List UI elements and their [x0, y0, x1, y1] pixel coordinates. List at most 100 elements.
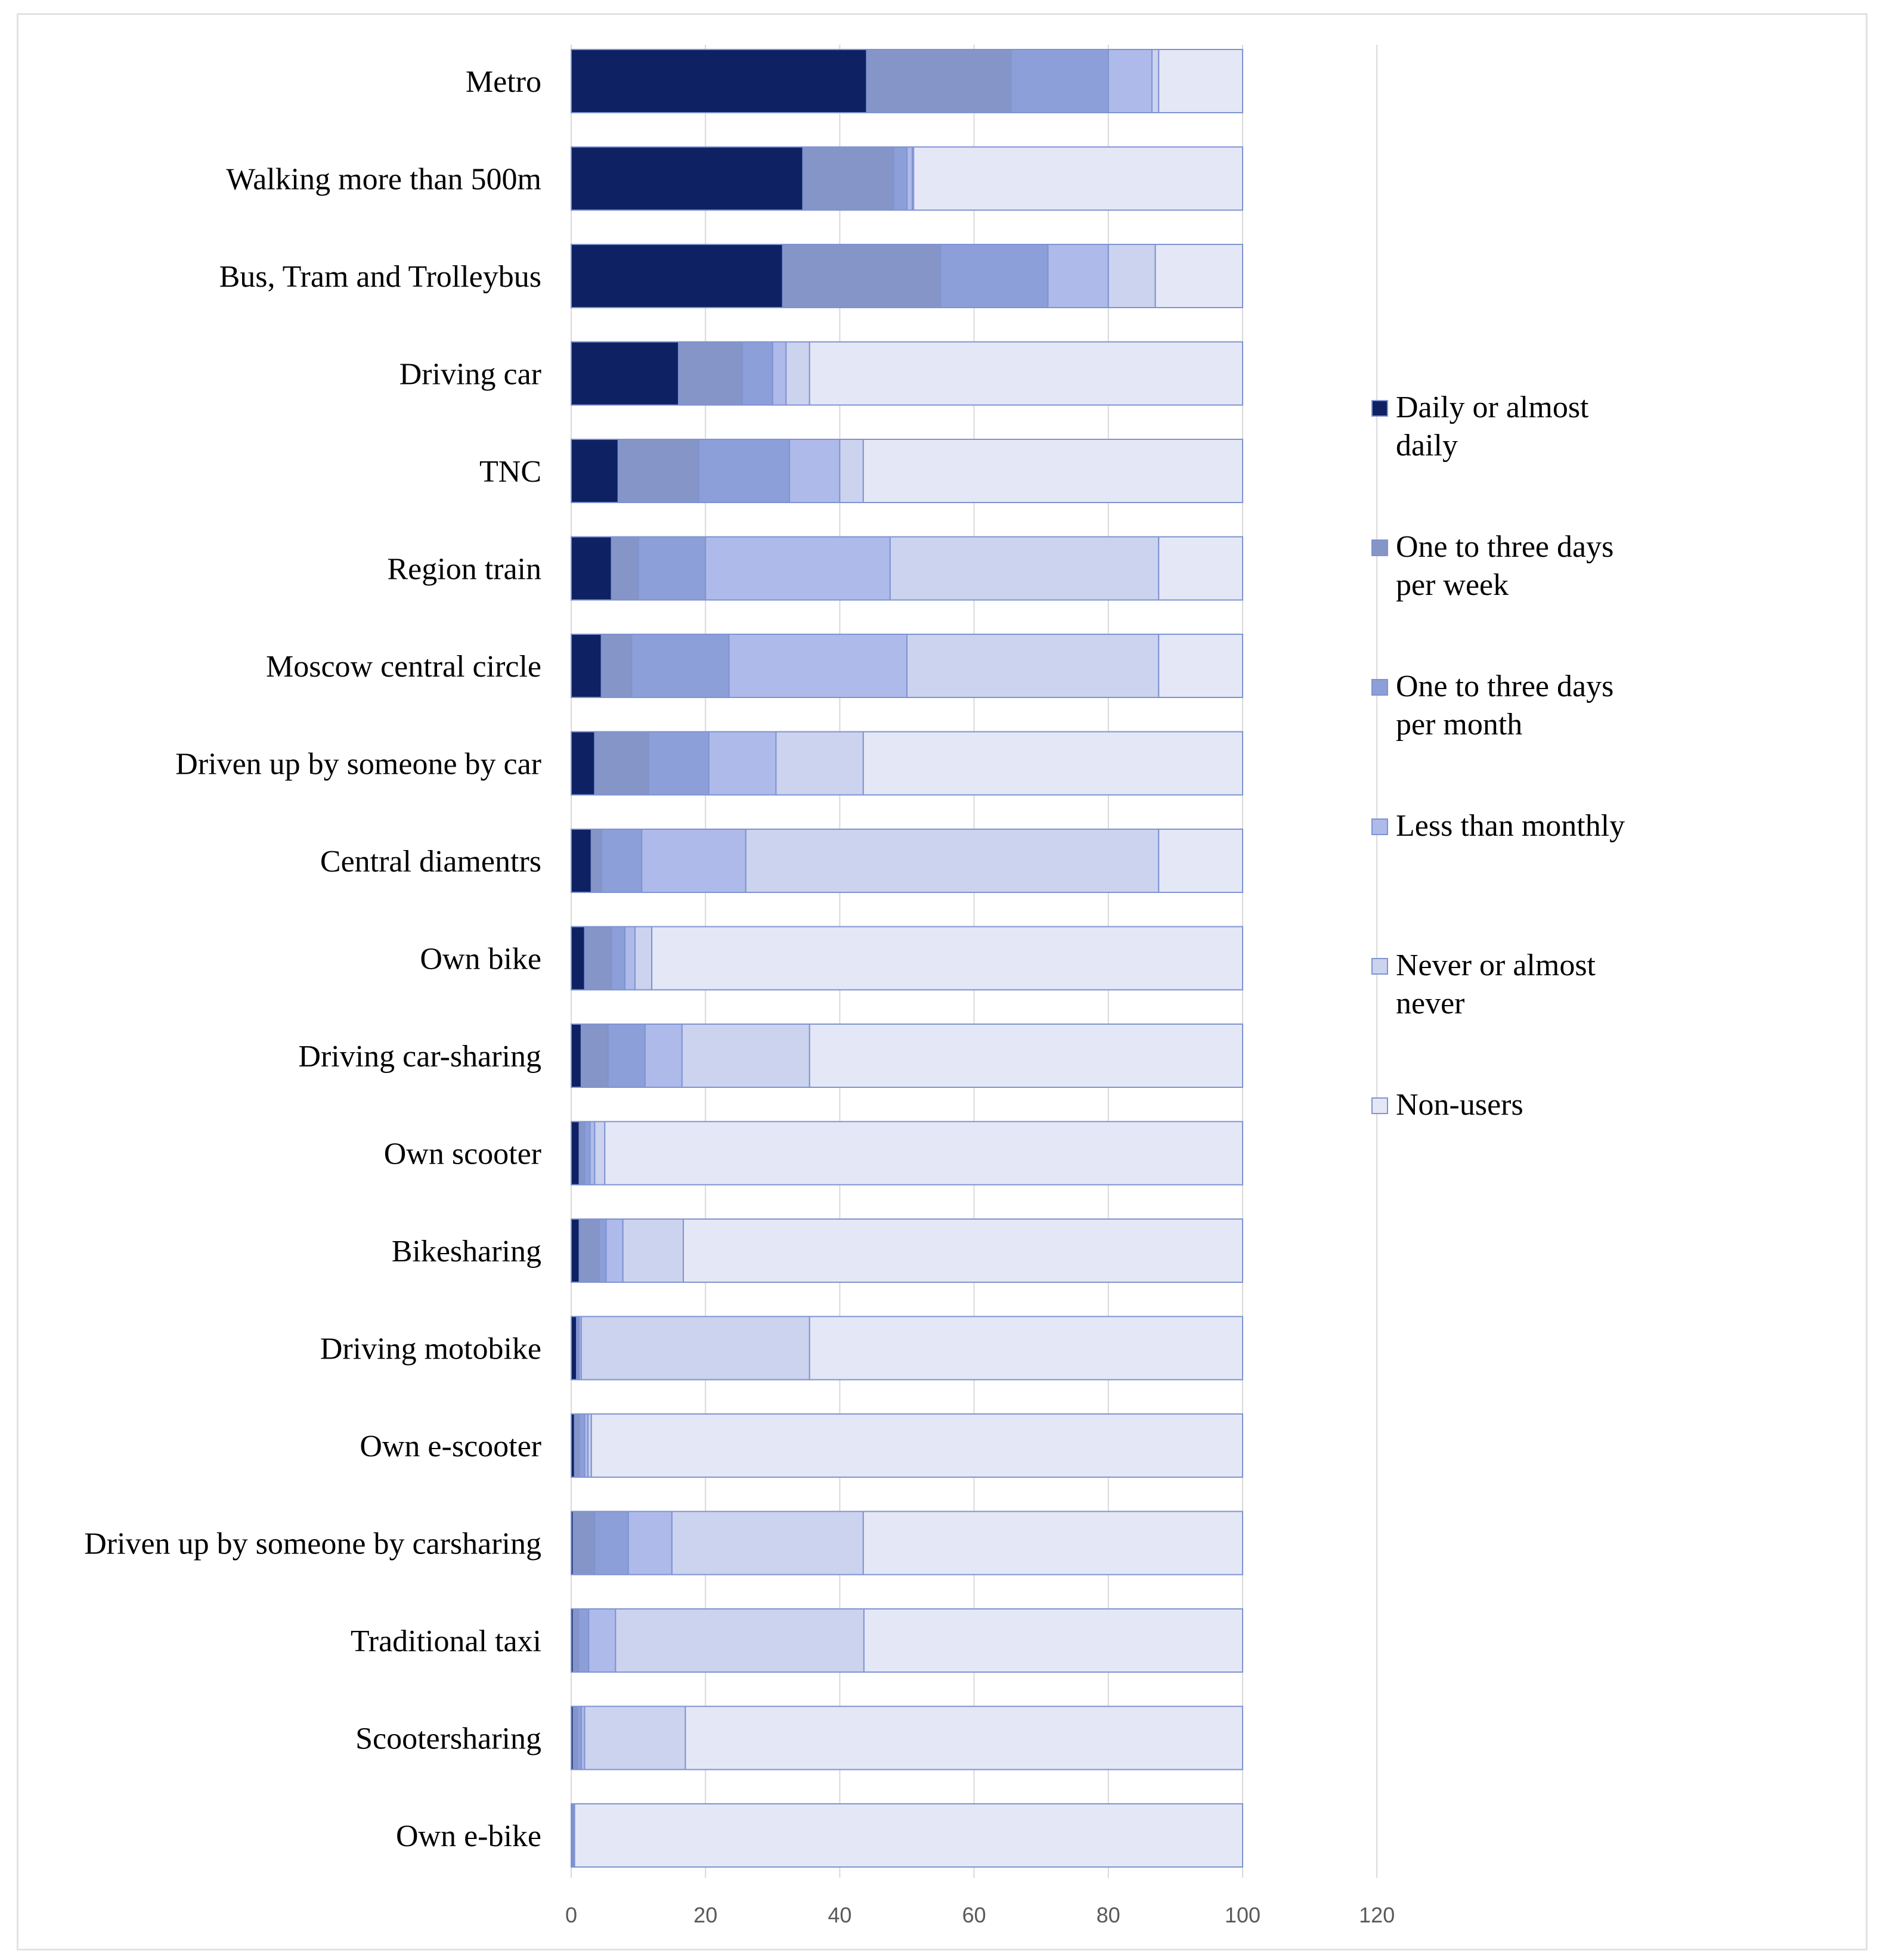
category-label: Own e-scooter	[360, 1429, 541, 1463]
legend-swatch	[1371, 400, 1388, 417]
bar-segment	[589, 1121, 596, 1186]
bar-row-3	[571, 341, 1243, 406]
legend-label-line: Daily or almost	[1396, 390, 1589, 424]
bar-segment	[571, 926, 586, 991]
bar-segment	[578, 1121, 586, 1186]
bar-segment	[631, 634, 730, 698]
category-label: Driving motobike	[320, 1332, 541, 1366]
x-axis-tick-labels: 0 20 40 60 80 100 120	[565, 1903, 1395, 1927]
legend-label: One to three days per week	[1396, 530, 1613, 602]
bar-row-14	[571, 1413, 1243, 1478]
bar-row-2	[571, 244, 1243, 308]
bar-segment	[742, 341, 773, 406]
bar-segment	[590, 1413, 1243, 1478]
bar-segment	[809, 1024, 1243, 1088]
bar-row-0	[571, 49, 1243, 113]
category-label: Driving car	[399, 358, 541, 392]
legend-swatch	[1371, 679, 1388, 696]
category-label: Bikesharing	[392, 1235, 541, 1269]
category-label: Bus, Tram and Trolleybus	[219, 260, 541, 294]
bar-segment	[607, 1024, 646, 1088]
bar-segment	[624, 926, 636, 991]
bar-segment	[1158, 829, 1243, 893]
legend-swatch	[1371, 539, 1388, 556]
bar-row-8	[571, 829, 1243, 893]
legend-label-line: Non-users	[1396, 1088, 1523, 1122]
bars	[571, 49, 1244, 1868]
bar-row-6	[571, 634, 1243, 698]
bar-segment	[599, 1218, 607, 1283]
bar-segment	[571, 1024, 582, 1088]
legend: Daily or almost daily One to three days per…	[1371, 390, 1625, 1122]
bar-row-7	[571, 731, 1244, 796]
category-labels: Metro Walking more than 500m Bus, Tram and…	[84, 65, 541, 1853]
bar-segment	[600, 634, 633, 698]
bar-row-17	[571, 1705, 1244, 1770]
bar-segment	[745, 829, 1160, 893]
legend-item: Daily or almost daily	[1371, 390, 1589, 463]
legend-swatch	[1371, 818, 1388, 835]
bar-segment	[782, 244, 941, 308]
bar-segment	[584, 1121, 591, 1186]
bar-segment	[785, 341, 810, 406]
bar-segment	[590, 829, 602, 893]
bar-segment	[571, 146, 804, 211]
bar-segment	[615, 1608, 865, 1673]
bar-segment	[572, 1608, 580, 1673]
bar-segment	[571, 829, 592, 893]
legend-item: One to three days per month	[1371, 669, 1613, 742]
bar-row-11	[571, 1121, 1243, 1186]
bar-segment	[1047, 244, 1109, 308]
bar-row-9	[571, 926, 1243, 991]
bar-segment	[611, 536, 639, 601]
bar-segment	[584, 926, 612, 991]
category-label: Central diamentrs	[320, 845, 541, 879]
bar-segment	[571, 244, 783, 308]
category-label: Driving car-sharing	[298, 1040, 541, 1074]
bar-segment	[1107, 49, 1153, 113]
category-label: Metro	[466, 65, 541, 99]
legend-label-line: never	[1396, 987, 1464, 1021]
bar-segment	[1154, 244, 1243, 308]
bar-segment	[584, 1705, 686, 1770]
bar-segment	[571, 1218, 580, 1283]
bar-segment	[708, 731, 777, 796]
category-label: TNC	[479, 455, 541, 489]
category-label: Driven up by someone by carsharing	[84, 1527, 541, 1561]
bar-row-1	[571, 146, 1243, 211]
bar-segment	[809, 1316, 1243, 1381]
legend-label-line: per week	[1396, 568, 1509, 602]
bar-segment	[571, 536, 612, 601]
bar-segment	[572, 1705, 578, 1770]
x-tick-label-60: 60	[962, 1903, 986, 1927]
bar-segment	[627, 1511, 673, 1576]
bar-segment	[906, 146, 913, 211]
chart-frame: Metro Walking more than 500m Bus, Tram and…	[17, 13, 1867, 1950]
bar-segment	[772, 341, 787, 406]
bar-segment	[571, 634, 602, 698]
bar-segment	[788, 439, 841, 503]
x-tick-label-0: 0	[565, 1903, 577, 1927]
bar-segment	[1107, 244, 1156, 308]
bar-segment	[617, 439, 699, 503]
bar-segment	[728, 634, 908, 698]
bar-segment	[913, 146, 1243, 211]
bar-row-16	[571, 1608, 1244, 1673]
category-label: Scootersharing	[355, 1722, 541, 1756]
bar-segment	[705, 536, 891, 601]
bar-segment	[678, 341, 744, 406]
x-tick-label-20: 20	[693, 1903, 717, 1927]
bar-row-18	[571, 1803, 1243, 1868]
bar-segment	[571, 1316, 578, 1381]
bar-segment	[604, 1121, 1243, 1186]
bar-segment	[571, 439, 619, 503]
bar-segment	[1010, 49, 1109, 113]
bar-segment	[1158, 536, 1243, 601]
bar-segment	[594, 1121, 606, 1186]
legend-item: Less than monthly	[1371, 809, 1625, 843]
bar-segment	[862, 731, 1244, 796]
legend-label-line: Less than monthly	[1396, 809, 1625, 843]
bar-segment	[889, 536, 1160, 601]
legend-label: Non-users	[1396, 1088, 1523, 1122]
legend-label-line: One to three days	[1396, 669, 1613, 703]
